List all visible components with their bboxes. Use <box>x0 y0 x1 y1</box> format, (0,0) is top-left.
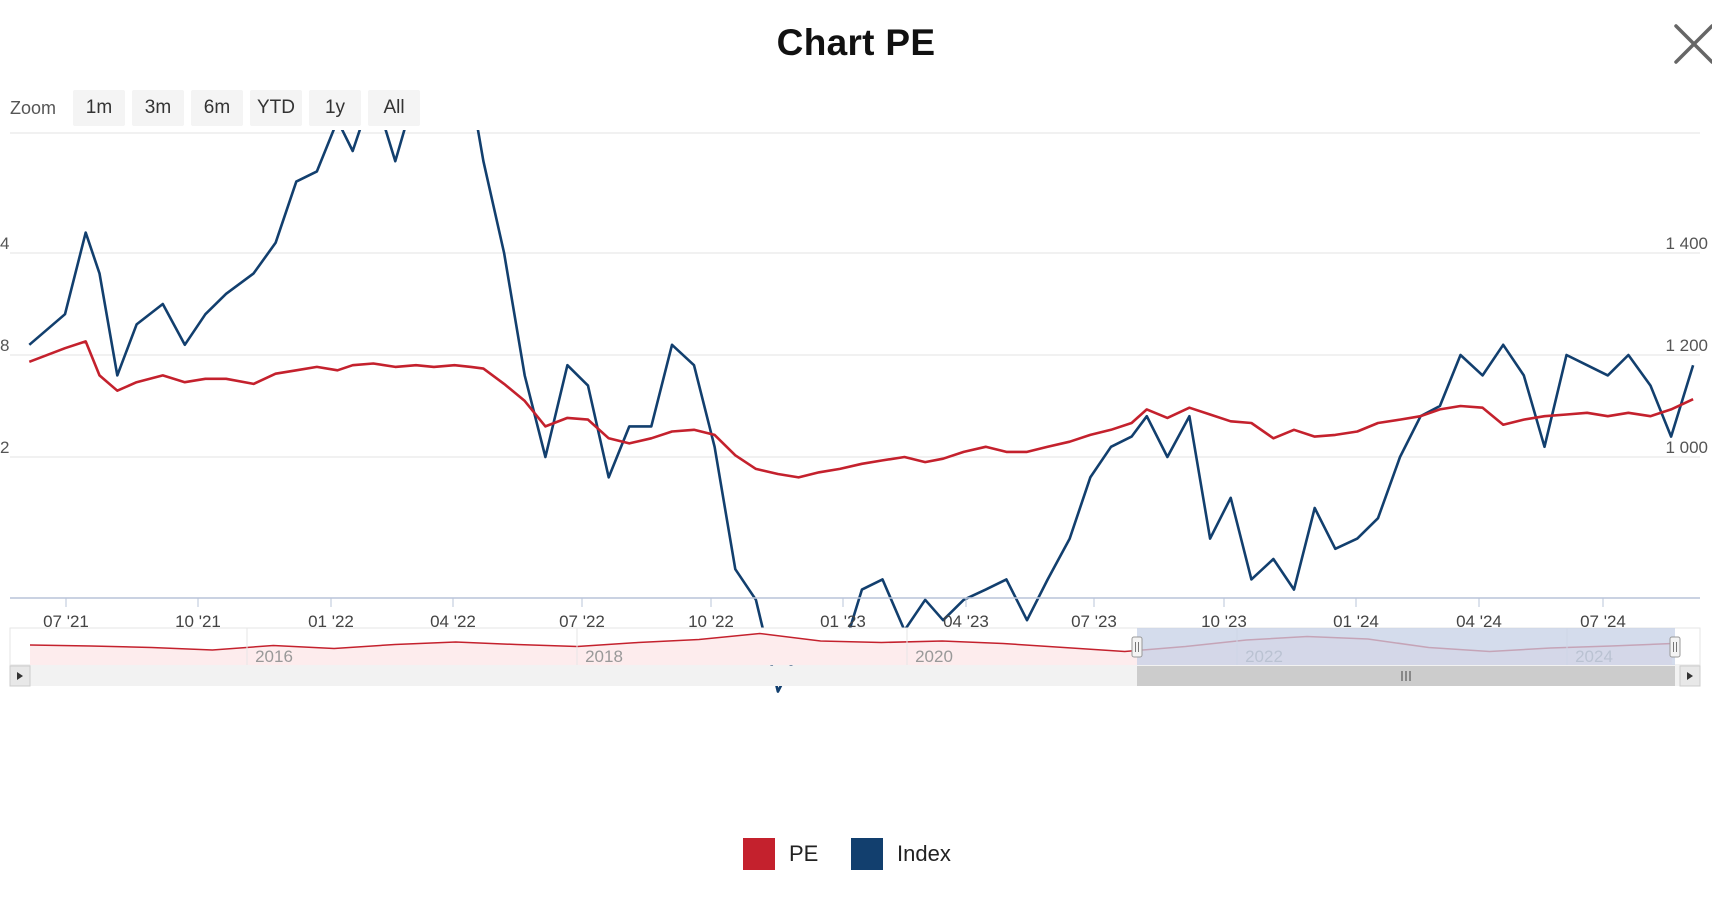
navigator-tick-label: 2018 <box>585 647 623 666</box>
zoom-3m-button[interactable]: 3m <box>132 90 184 126</box>
legend-label-index: Index <box>897 841 951 866</box>
legend-label-pe: PE <box>789 841 819 866</box>
x-tick-label: 04 '22 <box>430 612 476 631</box>
navigator-tick-label: 2020 <box>915 647 953 666</box>
navigator-selection[interactable] <box>1137 628 1675 665</box>
stock-chart[interactable]: 4 1 400 8 1 200 2 1 000 07 '21 10 '21 01 '22 04 '… <box>0 130 1712 700</box>
y-left-tick-label: 2 <box>0 438 9 457</box>
zoom-ytd-button[interactable]: YTD <box>250 90 302 126</box>
zoom-6m-button[interactable]: 6m <box>191 90 243 126</box>
x-tick-label: 04 '23 <box>943 612 989 631</box>
x-tick-label: 07 '22 <box>559 612 605 631</box>
zoom-label: Zoom <box>10 98 57 118</box>
navigator-tick-label: 2016 <box>255 647 293 666</box>
x-tick-label: 07 '24 <box>1580 612 1626 631</box>
y-left-tick-label: 4 <box>0 234 9 253</box>
scroll-left-arrow-icon <box>17 672 23 680</box>
x-tick-label: 04 '24 <box>1456 612 1502 631</box>
navigator-handle[interactable] <box>1131 636 1143 658</box>
legend-swatch-index <box>851 838 883 870</box>
y-right-tick-label: 1 400 <box>1665 234 1708 253</box>
x-tick-label: 01 '23 <box>820 612 866 631</box>
legend-swatch-pe <box>743 838 775 870</box>
chart-title: Chart PE <box>776 22 936 63</box>
zoom-1m-button[interactable]: 1m <box>73 90 125 126</box>
legend-item-index[interactable]: Index <box>851 838 951 870</box>
scroll-right-arrow-icon <box>1687 672 1693 680</box>
series-line-pe[interactable] <box>28 340 1694 479</box>
x-tick-label: 07 '23 <box>1071 612 1117 631</box>
legend-item-pe[interactable]: PE <box>743 838 818 870</box>
x-tick-label: 10 '21 <box>175 612 221 631</box>
x-tick-label: 01 '24 <box>1333 612 1379 631</box>
x-tick-label: 10 '23 <box>1201 612 1247 631</box>
close-icon[interactable] <box>1672 22 1712 66</box>
zoom-1y-button[interactable]: 1y <box>309 90 361 126</box>
series-line-index[interactable] <box>28 130 1695 693</box>
x-tick-label: 01 '22 <box>308 612 354 631</box>
zoom-all-button[interactable]: All <box>368 90 420 126</box>
y-right-tick-label: 1 000 <box>1665 438 1708 457</box>
y-right-tick-label: 1 200 <box>1665 336 1708 355</box>
navigator-handle[interactable] <box>1669 636 1681 658</box>
x-tick-label: 07 '21 <box>43 612 89 631</box>
x-tick-label: 10 '22 <box>688 612 734 631</box>
y-left-tick-label: 8 <box>0 336 9 355</box>
